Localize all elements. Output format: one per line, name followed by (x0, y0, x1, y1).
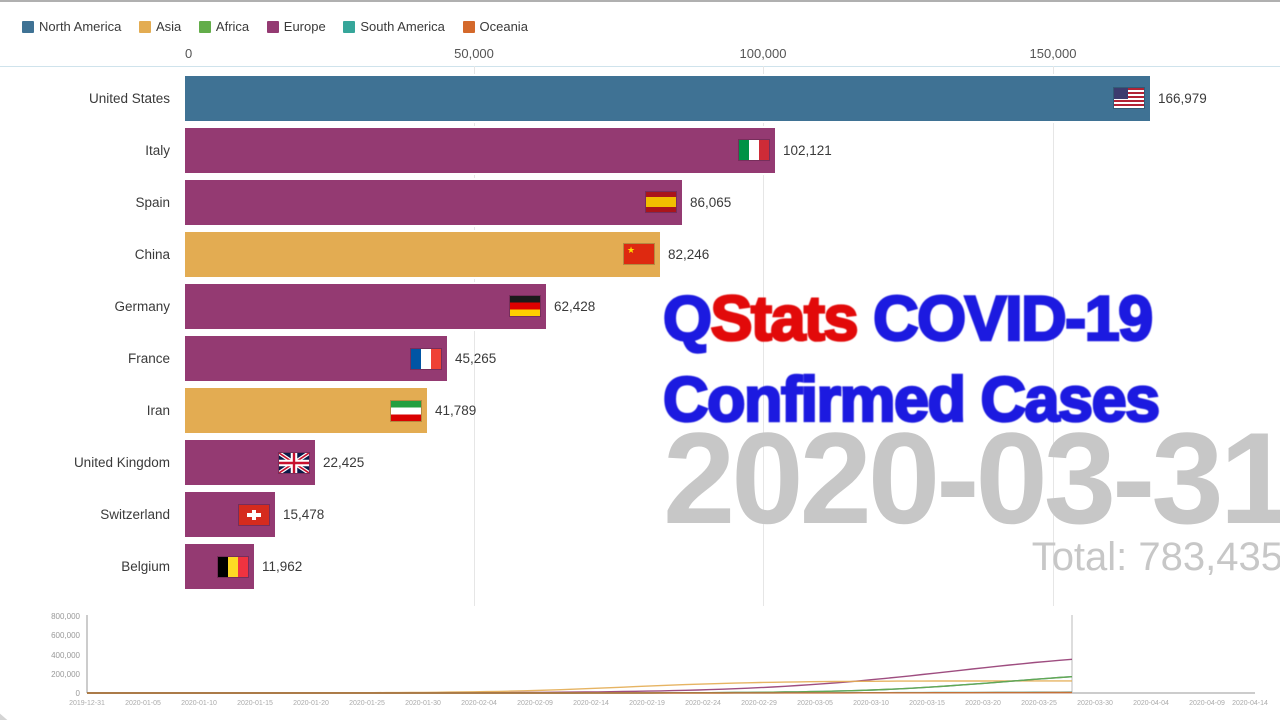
svg-text:2020-03-15: 2020-03-15 (909, 700, 945, 707)
svg-text:2020-03-05: 2020-03-05 (797, 700, 833, 707)
svg-text:600,000: 600,000 (51, 631, 80, 640)
svg-text:2020-02-24: 2020-02-24 (685, 700, 721, 707)
svg-text:2020-01-05: 2020-01-05 (125, 700, 161, 707)
svg-text:2020-01-20: 2020-01-20 (293, 700, 329, 707)
svg-text:800,000: 800,000 (51, 612, 80, 621)
svg-text:0: 0 (76, 689, 81, 698)
svg-text:2020-01-10: 2020-01-10 (181, 700, 217, 707)
svg-text:2020-04-04: 2020-04-04 (1133, 700, 1169, 707)
svg-text:2019-12-31: 2019-12-31 (69, 700, 105, 707)
svg-text:2020-03-30: 2020-03-30 (1077, 700, 1113, 707)
svg-text:2020-03-10: 2020-03-10 (853, 700, 889, 707)
svg-text:2020-01-30: 2020-01-30 (405, 700, 441, 707)
svg-text:2020-02-19: 2020-02-19 (629, 700, 665, 707)
svg-text:2020-04-09: 2020-04-09 (1189, 700, 1225, 707)
svg-text:2020-02-04: 2020-02-04 (461, 700, 497, 707)
svg-text:2020-02-09: 2020-02-09 (517, 700, 553, 707)
svg-text:2020-01-15: 2020-01-15 (237, 700, 273, 707)
svg-text:200,000: 200,000 (51, 670, 80, 679)
svg-text:2020-03-20: 2020-03-20 (965, 700, 1001, 707)
svg-text:400,000: 400,000 (51, 651, 80, 660)
svg-text:2020-01-25: 2020-01-25 (349, 700, 385, 707)
svg-text:2020-03-25: 2020-03-25 (1021, 700, 1057, 707)
svg-text:2020-04-14: 2020-04-14 (1232, 700, 1268, 707)
svg-text:2020-02-14: 2020-02-14 (573, 700, 609, 707)
svg-text:2020-02-29: 2020-02-29 (741, 700, 777, 707)
